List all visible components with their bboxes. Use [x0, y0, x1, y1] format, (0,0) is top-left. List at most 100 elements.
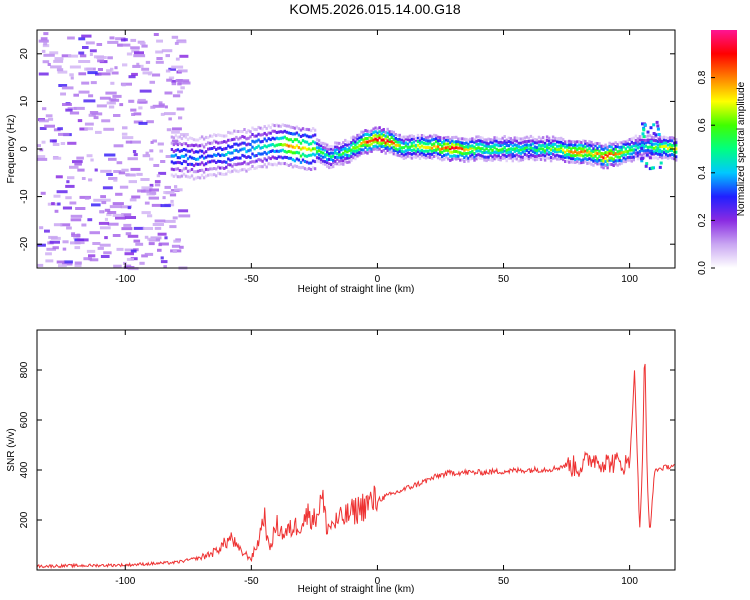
spectrogram-cell	[509, 140, 512, 144]
spectrogram-cell	[350, 148, 353, 152]
spectrogram-cell	[588, 153, 591, 157]
spectrogram-cell	[515, 136, 518, 140]
spectrogram-cell	[239, 130, 242, 133]
spectrogram-cell	[211, 141, 214, 145]
spectrogram-cell	[356, 141, 359, 145]
spectrogram-cell	[171, 130, 180, 134]
spectrogram-cell	[37, 144, 41, 148]
spectrogram-cell	[497, 148, 500, 152]
spectrogram-cell	[455, 154, 458, 158]
spectrogram-cell	[576, 140, 579, 144]
spectrogram-cell	[416, 140, 420, 143]
spectrogram-cell	[471, 140, 474, 144]
spectrogram-cell	[178, 161, 182, 165]
spectrogram-cell	[344, 149, 347, 153]
spectrogram-cell	[467, 151, 470, 155]
spectrogram-cell	[360, 135, 363, 139]
spectrogram-cell	[311, 140, 315, 144]
spectrogram-cell	[171, 244, 181, 248]
spectrogram-cell	[662, 141, 666, 145]
spectrogram-cell	[473, 155, 476, 159]
spectrogram-cell	[414, 152, 418, 156]
spectrogram-cell	[178, 214, 191, 218]
spectrogram-cell	[113, 178, 118, 182]
spectrogram-cell	[309, 129, 313, 133]
spectrogram-cell	[453, 140, 456, 144]
spectrogram-cell	[412, 144, 416, 148]
spectrogram-cell	[184, 166, 188, 170]
spectrogram-cell	[558, 137, 561, 140]
spectrogram-cell	[171, 35, 179, 39]
spectrogram-cell	[109, 205, 122, 209]
spectrogram-cell	[165, 155, 175, 158]
spectrogram-cell	[588, 140, 591, 144]
spectrogram-cell	[537, 143, 541, 147]
spectrogram-cell	[277, 149, 280, 153]
spectrogram-cell	[511, 144, 514, 148]
spectrogram-cell	[408, 140, 412, 144]
spectrogram-cell	[257, 132, 260, 136]
spectrogram-cell	[204, 155, 208, 159]
spectrogram-cell	[378, 136, 381, 140]
spectrogram-cell	[322, 159, 325, 163]
spectrogram-cell	[132, 65, 141, 68]
snr-y-axis-label: SNR (v/v)	[6, 428, 17, 471]
spectrogram-cell	[586, 142, 589, 146]
spectrogram-cell	[511, 141, 514, 145]
spectrogram-cell	[649, 126, 653, 130]
spectrogram-cell	[229, 158, 232, 162]
x-tick-label: 50	[498, 274, 510, 285]
y-tick-label: 400	[19, 461, 30, 478]
spectrogram-cell	[342, 147, 345, 151]
spectrogram-cell	[410, 144, 414, 148]
spectrogram-cell	[118, 171, 126, 175]
spectrogram-cell	[618, 155, 621, 159]
spectrogram-cell	[378, 141, 381, 145]
spectrogram-cell	[650, 166, 654, 170]
spectrogram-cell	[217, 165, 220, 169]
spectrogram-cell	[305, 147, 309, 151]
spectrogram-x-ticks: -100 -50 0 50 100	[115, 30, 638, 285]
spectrogram-cell	[386, 142, 389, 146]
spectrogram-cell	[188, 175, 192, 179]
spectrogram-cell	[243, 167, 246, 171]
spectrogram-cell	[319, 158, 323, 162]
spectrogram-cell	[175, 79, 183, 82]
spectrogram-cell	[370, 142, 373, 146]
spectrogram-cell	[547, 136, 551, 140]
spectrogram-cell	[89, 258, 99, 262]
spectrogram-cell	[231, 169, 234, 173]
spectrogram-cell	[586, 148, 589, 152]
spectrogram-cell	[590, 144, 593, 148]
spectrogram-cell	[517, 154, 520, 158]
spectrogram-cell	[408, 155, 412, 159]
spectrogram-cell	[135, 242, 144, 246]
spectrogram-cell	[449, 154, 452, 158]
spectrogram-cell	[307, 153, 311, 157]
spectrogram-cell	[255, 139, 258, 143]
spectrogram-cell	[299, 166, 303, 170]
spectrogram-cell	[134, 51, 144, 55]
spectrogram-cell	[412, 135, 416, 139]
spectrogram-cell	[378, 133, 381, 137]
spectrogram-cell	[436, 145, 440, 149]
spectrogram-cell	[340, 145, 343, 149]
spectrogram-cell	[451, 136, 454, 140]
spectrogram-cell	[196, 175, 200, 179]
spectrogram-cell	[392, 145, 395, 149]
spectrogram-cell	[547, 143, 551, 146]
spectrogram-cell	[376, 145, 379, 149]
spectrogram-cell	[441, 136, 444, 140]
spectrogram-cell	[131, 49, 140, 53]
spectrogram-cell	[568, 139, 571, 143]
spectrogram-cell	[501, 147, 504, 151]
spectrogram-cell	[149, 149, 154, 153]
spectrogram-cell	[37, 157, 48, 161]
spectrogram-cell	[39, 119, 49, 123]
spectrogram-cell	[432, 150, 436, 154]
spectrogram-cell	[499, 150, 502, 154]
spectrogram-cell	[180, 143, 184, 147]
spectrogram-cell	[221, 134, 224, 138]
spectrogram-cell	[662, 147, 666, 151]
spectrogram-cell	[594, 154, 597, 158]
